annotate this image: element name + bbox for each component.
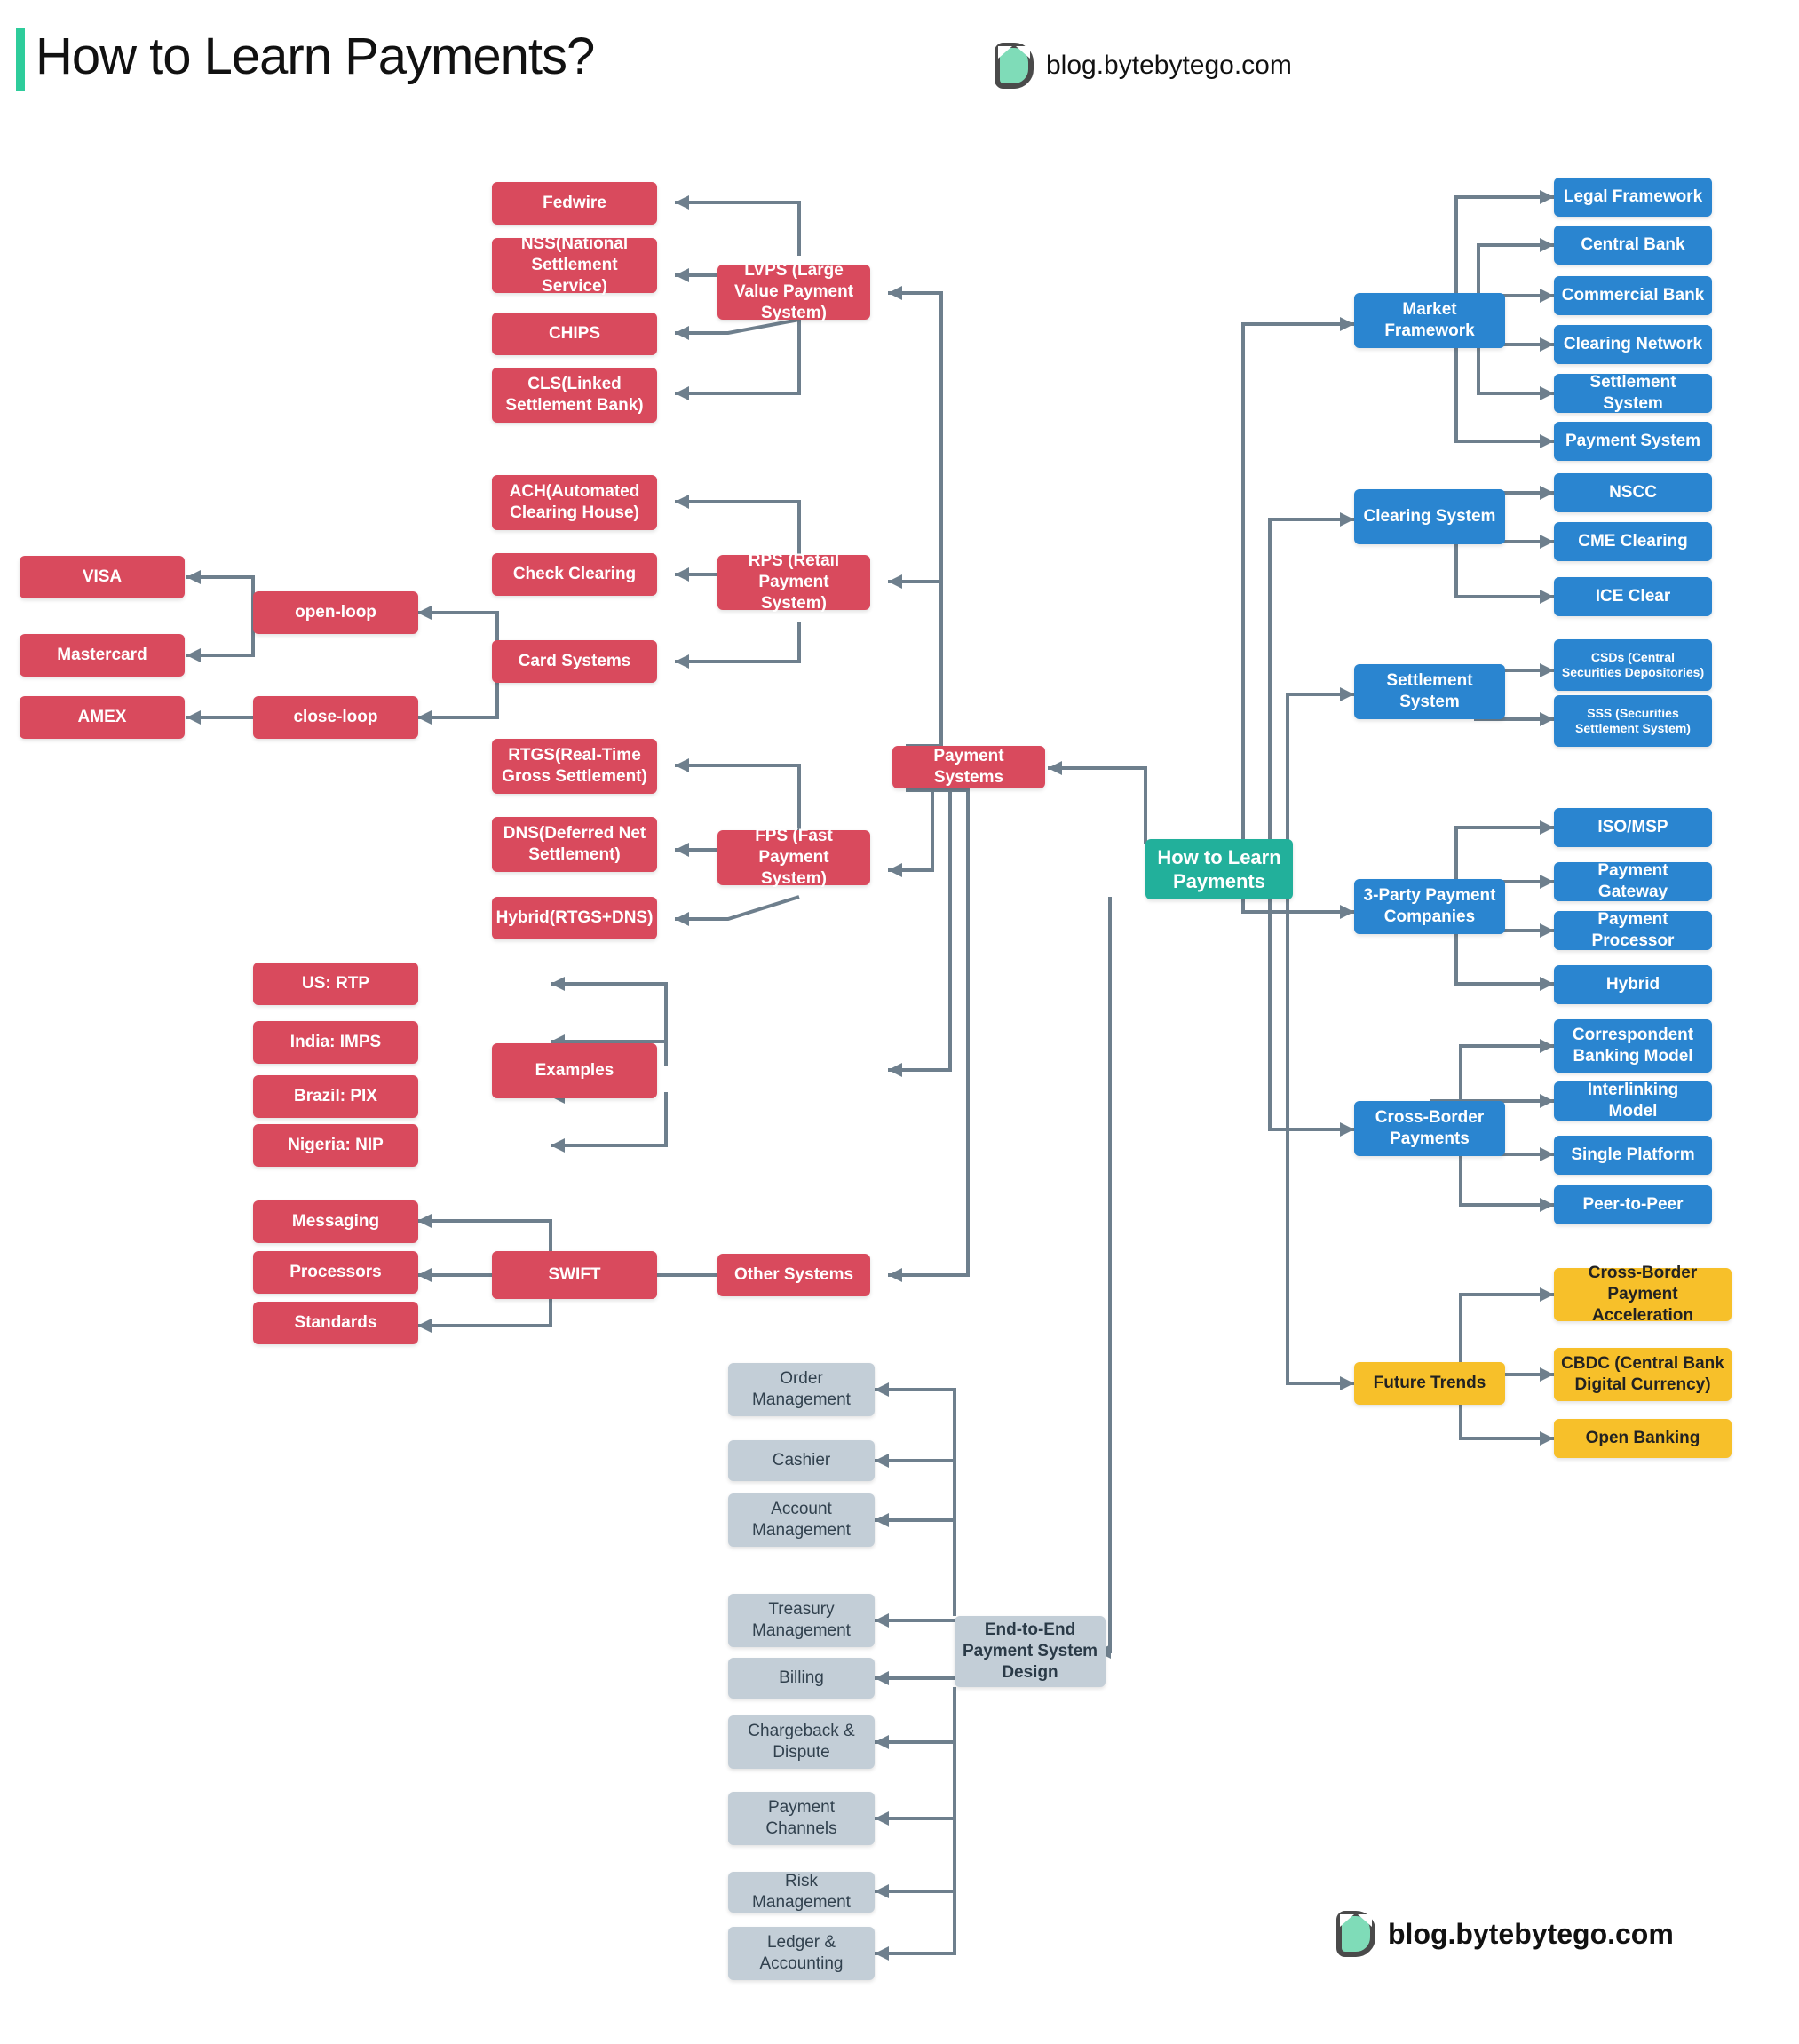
node-messaging[interactable]: Messaging [253,1200,418,1243]
node-cashier[interactable]: Cashier [728,1440,875,1481]
node-csds[interactable]: CSDs (Central Securities Depositories) [1554,639,1712,691]
bytebytego-logo-icon [1336,1911,1375,1957]
node-iso-msp[interactable]: ISO/MSP [1554,808,1712,847]
node-check-clearing[interactable]: Check Clearing [492,553,657,596]
node-ledger-accounting[interactable]: Ledger & Accounting [728,1927,875,1980]
node-settlement-system-mf[interactable]: Settlement System [1554,373,1712,413]
title-accent-bar [16,28,25,91]
node-chargeback-dispute[interactable]: Chargeback & Dispute [728,1715,875,1769]
node-ice-clear[interactable]: ICE Clear [1554,577,1712,616]
node-rtgs[interactable]: RTGS(Real-Time Gross Settlement) [492,739,657,794]
node-rps[interactable]: RPS (Retail Payment System) [717,551,870,613]
node-settlement-system[interactable]: Settlement System [1354,664,1505,719]
node-clearing-system[interactable]: Clearing System [1354,489,1505,544]
node-legal-framework[interactable]: Legal Framework [1554,178,1712,217]
node-cbdc[interactable]: CBDC (Central Bank Digital Currency) [1554,1348,1732,1401]
node-future-trends[interactable]: Future Trends [1354,1362,1505,1405]
bytebytego-logo-icon [995,43,1034,89]
brand-url-bottom: blog.bytebytego.com [1388,1917,1674,1950]
node-dns[interactable]: DNS(Deferred Net Settlement) [492,817,657,872]
node-sss[interactable]: SSS (Securities Settlement System) [1554,695,1712,747]
node-cross-border-payment-acceleration[interactable]: Cross-Border Payment Acceleration [1554,1264,1732,1325]
node-examples[interactable]: Examples [492,1043,657,1098]
node-account-management[interactable]: Account Management [728,1493,875,1547]
node-correspondent-banking-model[interactable]: Correspondent Banking Model [1554,1019,1712,1073]
node-close-loop[interactable]: close-loop [253,696,418,739]
brand-logo-bottom: blog.bytebytego.com [1336,1911,1674,1957]
node-swift[interactable]: SWIFT [492,1251,657,1299]
node-visa[interactable]: VISA [20,556,185,598]
node-payment-system-mf[interactable]: Payment System [1554,422,1712,461]
node-nss[interactable]: NSS(National Settlement Service) [492,234,657,296]
node-3-party-payment-companies[interactable]: 3-Party Payment Companies [1354,879,1505,934]
node-open-banking[interactable]: Open Banking [1554,1419,1732,1458]
node-fps[interactable]: FPS (Fast Payment System) [717,827,870,888]
node-payment-systems[interactable]: Payment Systems [892,746,1045,788]
node-open-loop[interactable]: open-loop [253,591,418,634]
node-other-systems[interactable]: Other Systems [717,1254,870,1296]
node-india-imps[interactable]: India: IMPS [253,1021,418,1064]
node-central-bank[interactable]: Central Bank [1554,226,1712,265]
node-payment-gateway[interactable]: Payment Gateway [1554,861,1712,901]
brand-logo-top: blog.bytebytego.com [995,43,1292,89]
node-e2e-payment-system-design[interactable]: End-to-End Payment System Design [955,1616,1106,1687]
node-billing[interactable]: Billing [728,1658,875,1699]
node-commercial-bank[interactable]: Commercial Bank [1554,276,1712,315]
node-fedwire[interactable]: Fedwire [492,182,657,225]
node-card-systems[interactable]: Card Systems [492,640,657,683]
node-treasury-management[interactable]: Treasury Management [728,1594,875,1647]
node-cross-border-payments[interactable]: Cross-Border Payments [1354,1101,1505,1156]
node-brazil-pix[interactable]: Brazil: PIX [253,1075,418,1118]
page-title: How to Learn Payments? [36,28,595,85]
node-standards[interactable]: Standards [253,1302,418,1344]
node-cme-clearing[interactable]: CME Clearing [1554,522,1712,561]
node-order-management[interactable]: Order Management [728,1363,875,1416]
node-peer-to-peer[interactable]: Peer-to-Peer [1554,1185,1712,1224]
node-processors[interactable]: Processors [253,1251,418,1294]
node-nscc[interactable]: NSCC [1554,473,1712,512]
node-hybrid-rtgs-dns[interactable]: Hybrid(RTGS+DNS) [492,897,657,939]
node-amex[interactable]: AMEX [20,696,185,739]
node-mastercard[interactable]: Mastercard [20,634,185,677]
node-ach[interactable]: ACH(Automated Clearing House) [492,475,657,530]
brand-url-top: blog.bytebytego.com [1046,51,1292,80]
node-hybrid[interactable]: Hybrid [1554,965,1712,1004]
node-nigeria-nip[interactable]: Nigeria: NIP [253,1124,418,1167]
node-root-how-to-learn-payments[interactable]: How to Learn Payments [1145,839,1293,899]
node-clearing-network[interactable]: Clearing Network [1554,325,1712,364]
node-lvps[interactable]: LVPS (Large Value Payment System) [717,261,870,322]
node-payment-processor[interactable]: Payment Processor [1554,910,1712,950]
node-risk-management[interactable]: Risk Management [728,1872,875,1913]
node-market-framework[interactable]: Market Framework [1354,293,1505,348]
node-cls[interactable]: CLS(Linked Settlement Bank) [492,368,657,423]
node-us-rtp[interactable]: US: RTP [253,963,418,1005]
node-interlinking-model[interactable]: Interlinking Model [1554,1081,1712,1121]
node-payment-channels[interactable]: Payment Channels [728,1792,875,1845]
node-single-platform[interactable]: Single Platform [1554,1136,1712,1175]
node-chips[interactable]: CHIPS [492,313,657,355]
